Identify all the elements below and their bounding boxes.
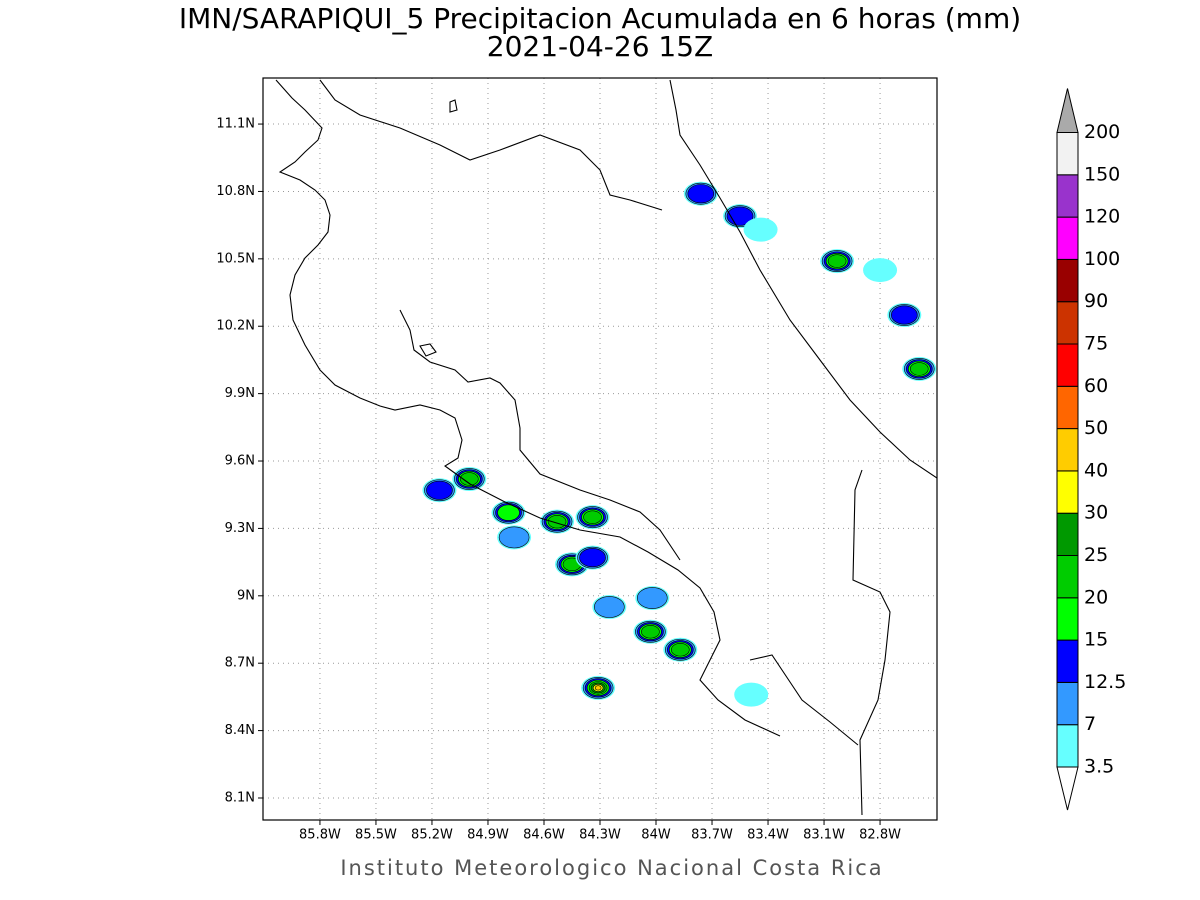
y-tick-label: 10.8N: [216, 184, 255, 199]
colorbar-box: [1056, 258, 1079, 303]
y-tick-label: 9.9N: [225, 386, 255, 401]
colorbar-label: 15: [1084, 629, 1108, 651]
colorbar-label: 20: [1084, 586, 1108, 608]
colorbar-label: 60: [1084, 375, 1108, 397]
colorbar-label: 90: [1084, 290, 1108, 312]
colorbar-box: [1056, 470, 1079, 514]
x-tick-label: 84W: [641, 828, 671, 843]
y-tick-label: 9.3N: [225, 521, 255, 536]
x-tick-label: 83.1W: [803, 828, 845, 843]
colorbar-box: [1056, 597, 1079, 641]
y-tick-label: 9.6N: [225, 454, 255, 469]
precip-cell: [498, 526, 530, 549]
precip-cell: [583, 510, 602, 524]
colorbar-label: 40: [1084, 459, 1108, 481]
colorbar-label: 3.5: [1084, 756, 1114, 778]
border: [319, 79, 663, 211]
colorbar-box: [1056, 724, 1079, 768]
footer: Instituto Meteorologico Nacional Costa R…: [340, 856, 883, 880]
x-tick-label: 83.4W: [747, 828, 789, 843]
coastline: [669, 79, 937, 479]
precip-cell: [909, 362, 929, 376]
colorbar-arrow: [1056, 766, 1079, 811]
coastline: [449, 99, 458, 113]
colorbar-label: 7: [1084, 713, 1096, 735]
precip-cell: [827, 254, 847, 268]
coastline: [749, 654, 859, 746]
colorbar: 3.5 7 12.5 15 20 25 30 40 50 60 75 90 100 120 150 200: [1056, 88, 1126, 811]
map-frame: [262, 77, 938, 821]
colorbar-box: [1056, 216, 1079, 260]
colorbar-label: 50: [1084, 417, 1108, 439]
coastline: [275, 79, 781, 737]
y-tick-label: 9N: [237, 588, 255, 603]
precip-cell: [687, 184, 715, 204]
y-tick-label: 8.1N: [225, 790, 255, 805]
x-tick-label: 85.8W: [299, 828, 341, 843]
colorbar-label: 30: [1084, 502, 1108, 524]
precip-cell: [426, 480, 453, 500]
border: [852, 469, 891, 816]
y-tick-label: 8.7N: [225, 656, 255, 671]
precip-cell: [891, 305, 918, 325]
colorbar-box: [1056, 428, 1079, 472]
colorbar-label: 25: [1084, 544, 1108, 566]
coastlines: [275, 79, 937, 816]
colorbar-box: [1056, 343, 1079, 387]
x-tick-label: 83.7W: [691, 828, 733, 843]
precip-cell: [636, 587, 668, 609]
y-tick-label: 8.4N: [225, 723, 255, 738]
precip-cell: [460, 472, 479, 486]
colorbar-label: 100: [1084, 248, 1120, 270]
colorbar-box: [1056, 512, 1079, 557]
coastline: [419, 343, 437, 357]
x-tick-label: 85.2W: [411, 828, 453, 843]
y-tick-label: 10.5N: [216, 251, 255, 266]
precip-cell: [594, 685, 602, 691]
colorbar-label: 12.5: [1084, 671, 1126, 693]
x-tick-label: 84.3W: [579, 828, 621, 843]
colorbar-label: 200: [1084, 121, 1120, 143]
colorbar-box: [1056, 174, 1079, 218]
x-tick-label: 85.5W: [355, 828, 397, 843]
precip-cell: [497, 504, 520, 521]
colorbar-label: 150: [1084, 163, 1120, 185]
precip-cell: [863, 258, 898, 283]
coastline: [399, 309, 681, 561]
precip-cell: [641, 625, 660, 639]
colorbar-box: [1056, 681, 1079, 726]
title: IMN/SARAPIQUI_5 Precipitacion Acumulada …: [179, 2, 1021, 35]
colorbar-box: [1056, 555, 1079, 599]
y-tick-label: 10.2N: [216, 319, 255, 334]
x-tick-label: 84.6W: [523, 828, 565, 843]
x-tick-label: 84.9W: [467, 828, 509, 843]
precip-cell: [670, 643, 690, 657]
precip-cell: [743, 217, 778, 242]
x-tick-label: 82.8W: [859, 828, 901, 843]
grid: 85.8W 85.5W 85.2W 84.9W 84.6W 84.3W 84W 83.7W 83…: [216, 78, 937, 843]
colorbar-label: 75: [1084, 333, 1108, 355]
precip-cell: [594, 596, 625, 618]
subtitle: 2021-04-26 15Z: [487, 30, 713, 63]
colorbar-box: [1056, 132, 1079, 176]
colorbar-box: [1056, 639, 1079, 683]
precip-cell: [734, 682, 769, 707]
colorbar-label: 120: [1084, 206, 1120, 228]
precip-cell: [579, 548, 606, 568]
precip-field: [422, 181, 937, 707]
colorbar-box: [1056, 385, 1079, 430]
y-tick-label: 11.1N: [216, 117, 255, 132]
colorbar-box: [1056, 301, 1079, 345]
colorbar-arrow: [1056, 88, 1079, 133]
